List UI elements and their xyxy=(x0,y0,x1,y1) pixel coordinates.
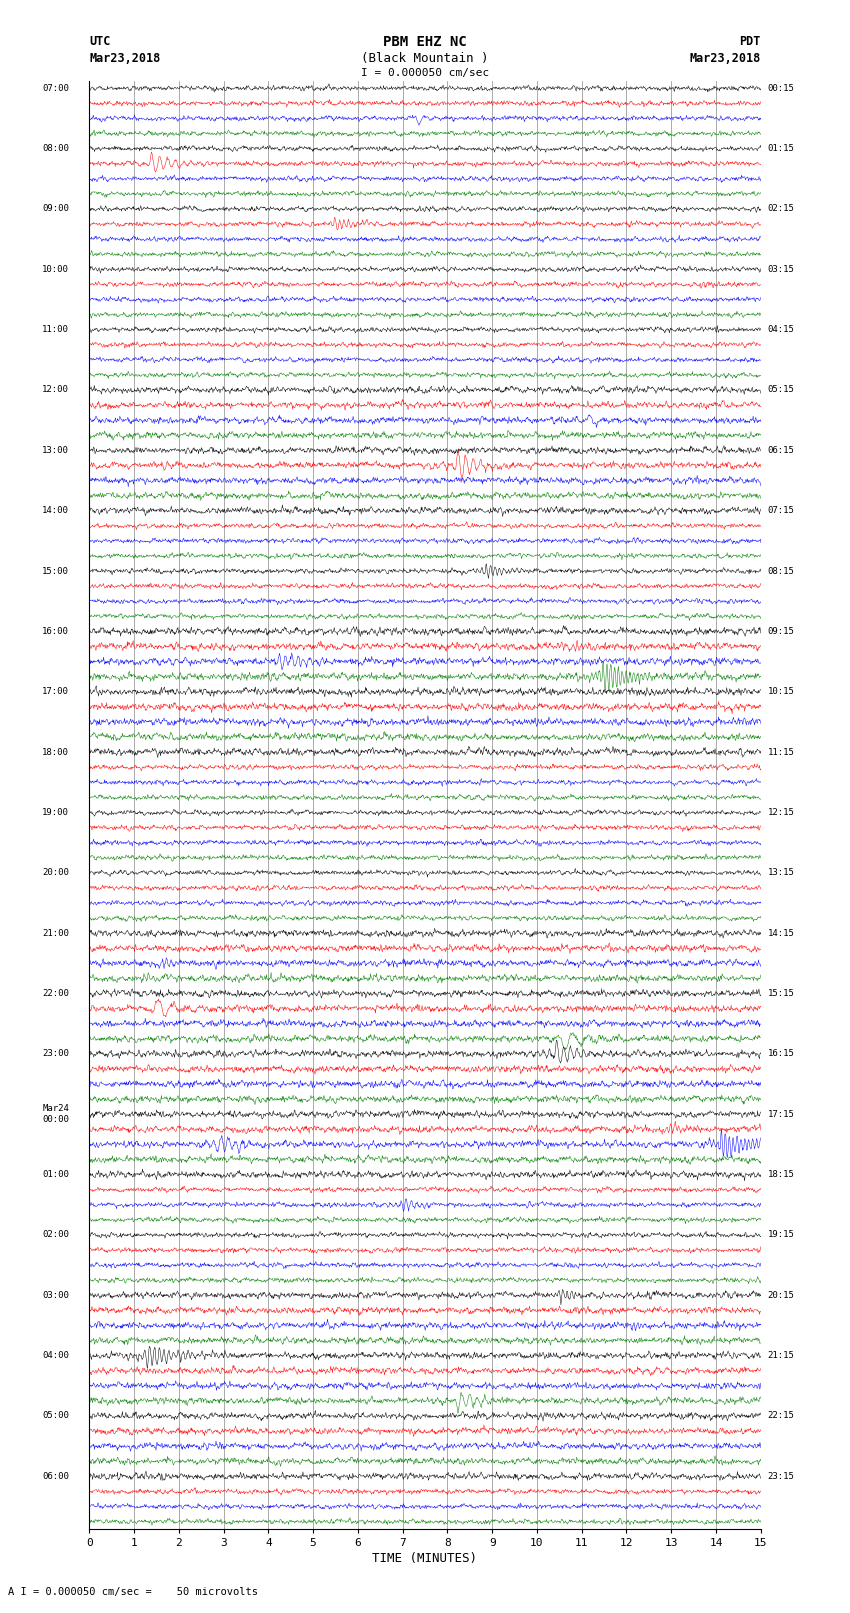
Text: 03:00: 03:00 xyxy=(42,1290,69,1300)
Text: 01:15: 01:15 xyxy=(768,144,795,153)
Text: PDT: PDT xyxy=(740,35,761,48)
Text: Mar23,2018: Mar23,2018 xyxy=(689,52,761,65)
Text: 13:00: 13:00 xyxy=(42,445,69,455)
Text: 16:15: 16:15 xyxy=(768,1050,795,1058)
Text: 01:00: 01:00 xyxy=(42,1169,69,1179)
Text: 00:15: 00:15 xyxy=(768,84,795,92)
Text: Mar23,2018: Mar23,2018 xyxy=(89,52,161,65)
Text: 21:00: 21:00 xyxy=(42,929,69,937)
X-axis label: TIME (MINUTES): TIME (MINUTES) xyxy=(372,1552,478,1565)
Text: 06:15: 06:15 xyxy=(768,445,795,455)
Text: 09:15: 09:15 xyxy=(768,627,795,636)
Text: 21:15: 21:15 xyxy=(768,1352,795,1360)
Text: A I = 0.000050 cm/sec =    50 microvolts: A I = 0.000050 cm/sec = 50 microvolts xyxy=(8,1587,258,1597)
Text: (Black Mountain ): (Black Mountain ) xyxy=(361,52,489,65)
Text: 17:15: 17:15 xyxy=(768,1110,795,1119)
Text: 17:00: 17:00 xyxy=(42,687,69,697)
Text: 04:00: 04:00 xyxy=(42,1352,69,1360)
Text: 15:00: 15:00 xyxy=(42,566,69,576)
Text: 16:00: 16:00 xyxy=(42,627,69,636)
Text: 19:15: 19:15 xyxy=(768,1231,795,1239)
Text: 11:00: 11:00 xyxy=(42,326,69,334)
Text: Mar24
00:00: Mar24 00:00 xyxy=(42,1105,69,1124)
Text: 08:00: 08:00 xyxy=(42,144,69,153)
Text: 20:15: 20:15 xyxy=(768,1290,795,1300)
Text: 02:00: 02:00 xyxy=(42,1231,69,1239)
Text: 02:15: 02:15 xyxy=(768,205,795,213)
Text: 13:15: 13:15 xyxy=(768,868,795,877)
Text: 05:00: 05:00 xyxy=(42,1411,69,1421)
Text: 23:15: 23:15 xyxy=(768,1471,795,1481)
Text: 07:15: 07:15 xyxy=(768,506,795,515)
Text: 23:00: 23:00 xyxy=(42,1050,69,1058)
Text: 18:15: 18:15 xyxy=(768,1169,795,1179)
Text: 14:15: 14:15 xyxy=(768,929,795,937)
Text: 09:00: 09:00 xyxy=(42,205,69,213)
Text: 08:15: 08:15 xyxy=(768,566,795,576)
Text: 05:15: 05:15 xyxy=(768,386,795,395)
Text: 07:00: 07:00 xyxy=(42,84,69,92)
Text: 11:15: 11:15 xyxy=(768,747,795,756)
Text: 06:00: 06:00 xyxy=(42,1471,69,1481)
Text: I = 0.000050 cm/sec: I = 0.000050 cm/sec xyxy=(361,68,489,77)
Text: 10:15: 10:15 xyxy=(768,687,795,697)
Text: 19:00: 19:00 xyxy=(42,808,69,816)
Text: 22:15: 22:15 xyxy=(768,1411,795,1421)
Text: PBM EHZ NC: PBM EHZ NC xyxy=(383,35,467,50)
Text: 14:00: 14:00 xyxy=(42,506,69,515)
Text: 10:00: 10:00 xyxy=(42,265,69,274)
Text: 20:00: 20:00 xyxy=(42,868,69,877)
Text: 03:15: 03:15 xyxy=(768,265,795,274)
Text: 04:15: 04:15 xyxy=(768,326,795,334)
Text: 12:15: 12:15 xyxy=(768,808,795,816)
Text: 22:00: 22:00 xyxy=(42,989,69,998)
Text: 18:00: 18:00 xyxy=(42,747,69,756)
Text: UTC: UTC xyxy=(89,35,110,48)
Text: 15:15: 15:15 xyxy=(768,989,795,998)
Text: 12:00: 12:00 xyxy=(42,386,69,395)
